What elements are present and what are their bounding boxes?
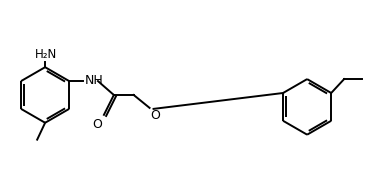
Text: NH: NH: [85, 74, 104, 87]
Text: O: O: [92, 118, 102, 131]
Text: O: O: [151, 109, 161, 122]
Text: H₂N: H₂N: [35, 48, 57, 61]
